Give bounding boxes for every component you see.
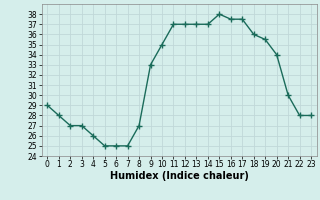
X-axis label: Humidex (Indice chaleur): Humidex (Indice chaleur) [110, 171, 249, 181]
